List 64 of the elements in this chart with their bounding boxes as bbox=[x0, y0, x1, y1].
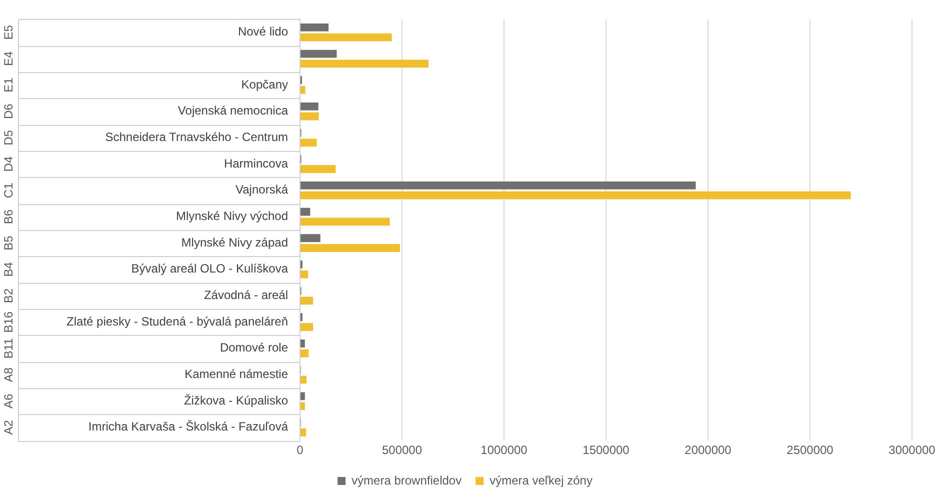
x-tick-label: 1000000 bbox=[480, 443, 528, 458]
y-tick-label: Nové lido bbox=[238, 24, 288, 39]
bar bbox=[300, 428, 306, 436]
legend-label: výmera brownfieldov bbox=[352, 473, 462, 488]
y-tick-label: Imricha Karvaša - Školská - Fazuľová bbox=[88, 420, 288, 434]
legend-label: výmera veľkej zóny bbox=[490, 473, 592, 488]
bar bbox=[300, 23, 329, 32]
y-tick-label: Kopčany bbox=[241, 77, 288, 92]
bar bbox=[300, 112, 319, 120]
y2-tick-label: B2 bbox=[1, 288, 16, 304]
bar bbox=[300, 392, 305, 400]
bar bbox=[300, 402, 305, 410]
y2-tick-label: A6 bbox=[1, 393, 16, 408]
y2-tick-label: B11 bbox=[1, 338, 16, 359]
bar bbox=[300, 102, 318, 110]
y-tick-label: Mlynské Nivy východ bbox=[176, 209, 288, 224]
bar bbox=[300, 296, 314, 305]
y-tick-label: Kamenné námestie bbox=[184, 367, 288, 382]
y2-tick-label: B4 bbox=[1, 262, 16, 277]
bar bbox=[300, 33, 392, 42]
bar bbox=[300, 218, 390, 226]
y2-tick-label: E1 bbox=[1, 77, 16, 92]
bar bbox=[300, 244, 400, 252]
y-tick-label: Vajnorská bbox=[236, 182, 288, 197]
x-tick-label: 500000 bbox=[382, 443, 422, 458]
y2-tick-label: E4 bbox=[1, 51, 16, 66]
y-tick-label: Harmincova bbox=[224, 156, 288, 170]
y-tick-label: Vojenská nemocnica bbox=[178, 104, 288, 118]
y2-tick-label: D5 bbox=[1, 130, 16, 146]
x-tick-label: 0 bbox=[296, 443, 304, 458]
y2-tick-label: E5 bbox=[1, 24, 16, 40]
bar bbox=[300, 86, 306, 94]
y2-tick-label: C1 bbox=[1, 182, 16, 198]
y2-tick-label: D4 bbox=[1, 156, 16, 172]
bar bbox=[300, 234, 320, 242]
bar bbox=[300, 165, 336, 173]
y2-tick-label: B5 bbox=[1, 235, 16, 250]
y2-tick-label: B16 bbox=[1, 311, 16, 333]
bar bbox=[300, 270, 308, 278]
y-tick-label: Domové role bbox=[220, 340, 288, 355]
bar bbox=[300, 323, 314, 331]
y-tick-label: Žižkova - Kúpalisko bbox=[184, 393, 288, 408]
bar bbox=[300, 138, 317, 147]
y-tick-label: Zlaté piesky - Studená - bývalá paneláreň bbox=[66, 314, 288, 328]
y-tick-label: Závodná - areál bbox=[204, 288, 288, 302]
y2-tick-label: A2 bbox=[1, 420, 16, 435]
bar bbox=[300, 182, 696, 190]
x-tick-label: 2000000 bbox=[684, 443, 732, 458]
bar bbox=[300, 60, 429, 68]
y2-tick-label: A8 bbox=[1, 367, 16, 382]
bar bbox=[300, 340, 305, 348]
bar bbox=[300, 208, 310, 216]
y-tick-label: Schneidera Trnavského - Centrum bbox=[105, 130, 288, 144]
x-tick-label: 3000000 bbox=[888, 443, 936, 458]
y2-tick-label: D6 bbox=[1, 103, 16, 120]
y-tick-label: Bývalý areál OLO - Kulíškova bbox=[131, 262, 288, 276]
bar bbox=[300, 349, 309, 358]
bar bbox=[300, 50, 337, 58]
bar bbox=[300, 191, 851, 200]
x-tick-label: 1500000 bbox=[582, 443, 630, 458]
y-tick-label: Mlynské Nivy západ bbox=[181, 235, 288, 250]
y2-tick-label: B6 bbox=[1, 209, 16, 224]
bar bbox=[300, 376, 307, 384]
x-tick-label: 2500000 bbox=[786, 443, 834, 458]
